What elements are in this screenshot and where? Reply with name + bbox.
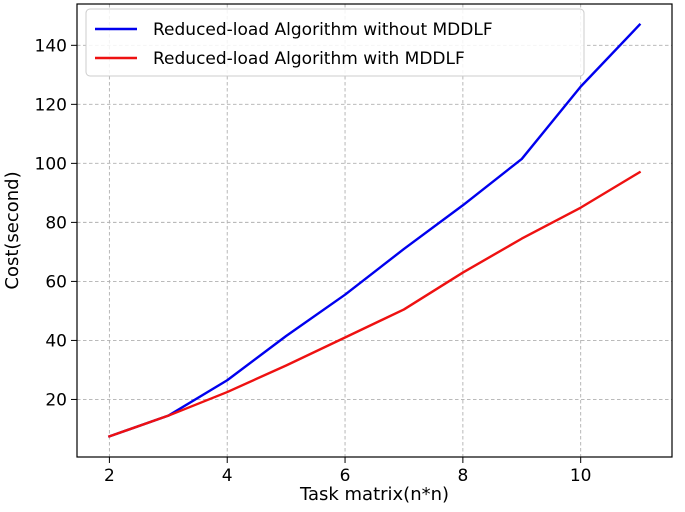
y-axis-ticks: 20 40 60 80 100 120 140 — [35, 36, 77, 410]
y-tick-label: 20 — [45, 390, 67, 410]
x-axis-ticks: 2 4 6 8 10 — [104, 457, 592, 486]
series-line-1 — [107, 22, 642, 438]
y-axis-label: Cost(second) — [2, 171, 23, 289]
x-tick-label: 10 — [570, 466, 592, 486]
x-tick-label: 2 — [104, 466, 115, 486]
y-tick-label: 120 — [35, 95, 67, 115]
legend-label-2: Reduced-load Algorithm with MDDLF — [153, 49, 465, 69]
x-tick-label: 8 — [457, 466, 468, 486]
y-tick-label: 40 — [45, 331, 67, 351]
series-lines — [107, 22, 642, 438]
y-tick-label: 60 — [45, 272, 67, 292]
legend: Reduced-load Algorithm without MDDLF Redu… — [85, 8, 585, 77]
x-tick-label: 6 — [340, 466, 351, 486]
legend-box — [85, 8, 585, 77]
y-tick-label: 100 — [35, 154, 67, 174]
x-axis-label: Task matrix(n*n) — [299, 484, 449, 505]
plot-frame — [76, 3, 673, 458]
legend-label-1: Reduced-load Algorithm without MDDLF — [153, 20, 493, 40]
y-tick-label: 140 — [35, 36, 67, 56]
x-tick-label: 4 — [222, 466, 233, 486]
series-line-2 — [107, 170, 642, 438]
y-tick-label: 80 — [45, 213, 67, 233]
